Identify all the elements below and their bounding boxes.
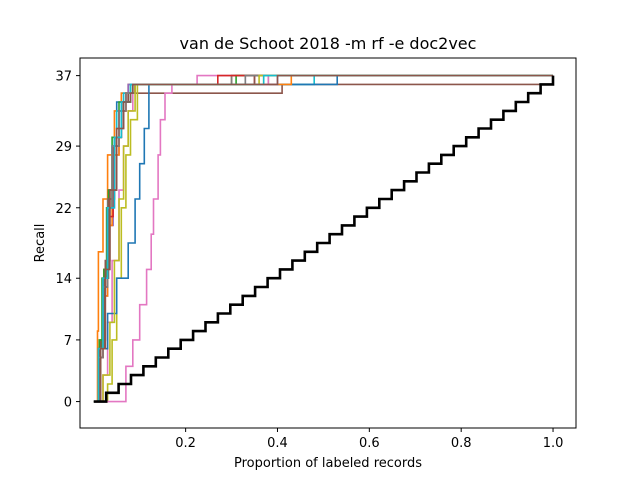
y-tick-label: 22 [55,202,72,217]
x-axis-label: Proportion of labeled records [234,456,422,471]
y-tick-label: 29 [55,140,72,155]
random-baseline-line [93,75,555,403]
baseline-layer [93,75,555,403]
x-tick-label: 0.4 [267,436,288,451]
x-tick-label: 0.8 [451,436,472,451]
y-tick-label: 37 [55,70,72,85]
series-line-21 [93,74,553,403]
plot-frame [79,57,577,429]
x-axis-ticks: 0.2 0.4 0.6 0.8 1.0 [175,428,563,451]
series-line-17 [93,74,553,403]
x-tick-label: 0.2 [175,436,196,451]
y-tick-label: 7 [64,334,72,349]
y-axis-ticks: 0 7 14 22 29 37 [55,70,80,411]
series-layer [93,74,554,403]
y-tick-label: 0 [64,396,72,411]
y-axis-label: Recall [33,224,48,263]
chart-title: van de Schoot 2018 -m rf -e doc2vec [180,34,477,53]
x-tick-label: 0.6 [359,436,380,451]
y-tick-label: 14 [55,272,72,287]
x-tick-label: 1.0 [543,436,564,451]
